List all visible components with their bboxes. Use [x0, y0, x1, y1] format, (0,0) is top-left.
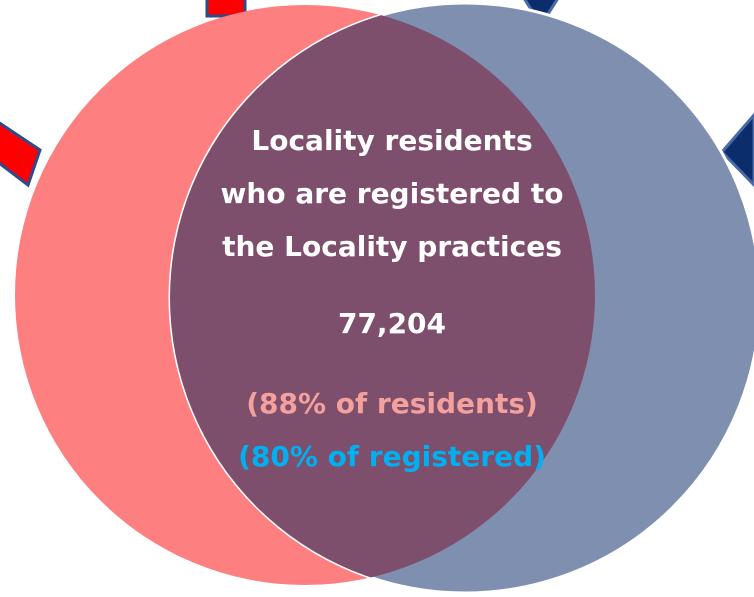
- overlap-label: Locality residents: [251, 124, 532, 157]
- share-of-residents: (88% of residents): [246, 387, 538, 420]
- overlap-label: who are registered to: [221, 177, 564, 210]
- share-of-registered: (80% of registered): [238, 440, 546, 473]
- pointer: [0, 121, 42, 188]
- overlap-region: [170, 5, 595, 585]
- overlap-label: the Locality practices: [222, 230, 562, 263]
- overlap-count: 77,204: [338, 307, 446, 340]
- pointer: [719, 112, 754, 188]
